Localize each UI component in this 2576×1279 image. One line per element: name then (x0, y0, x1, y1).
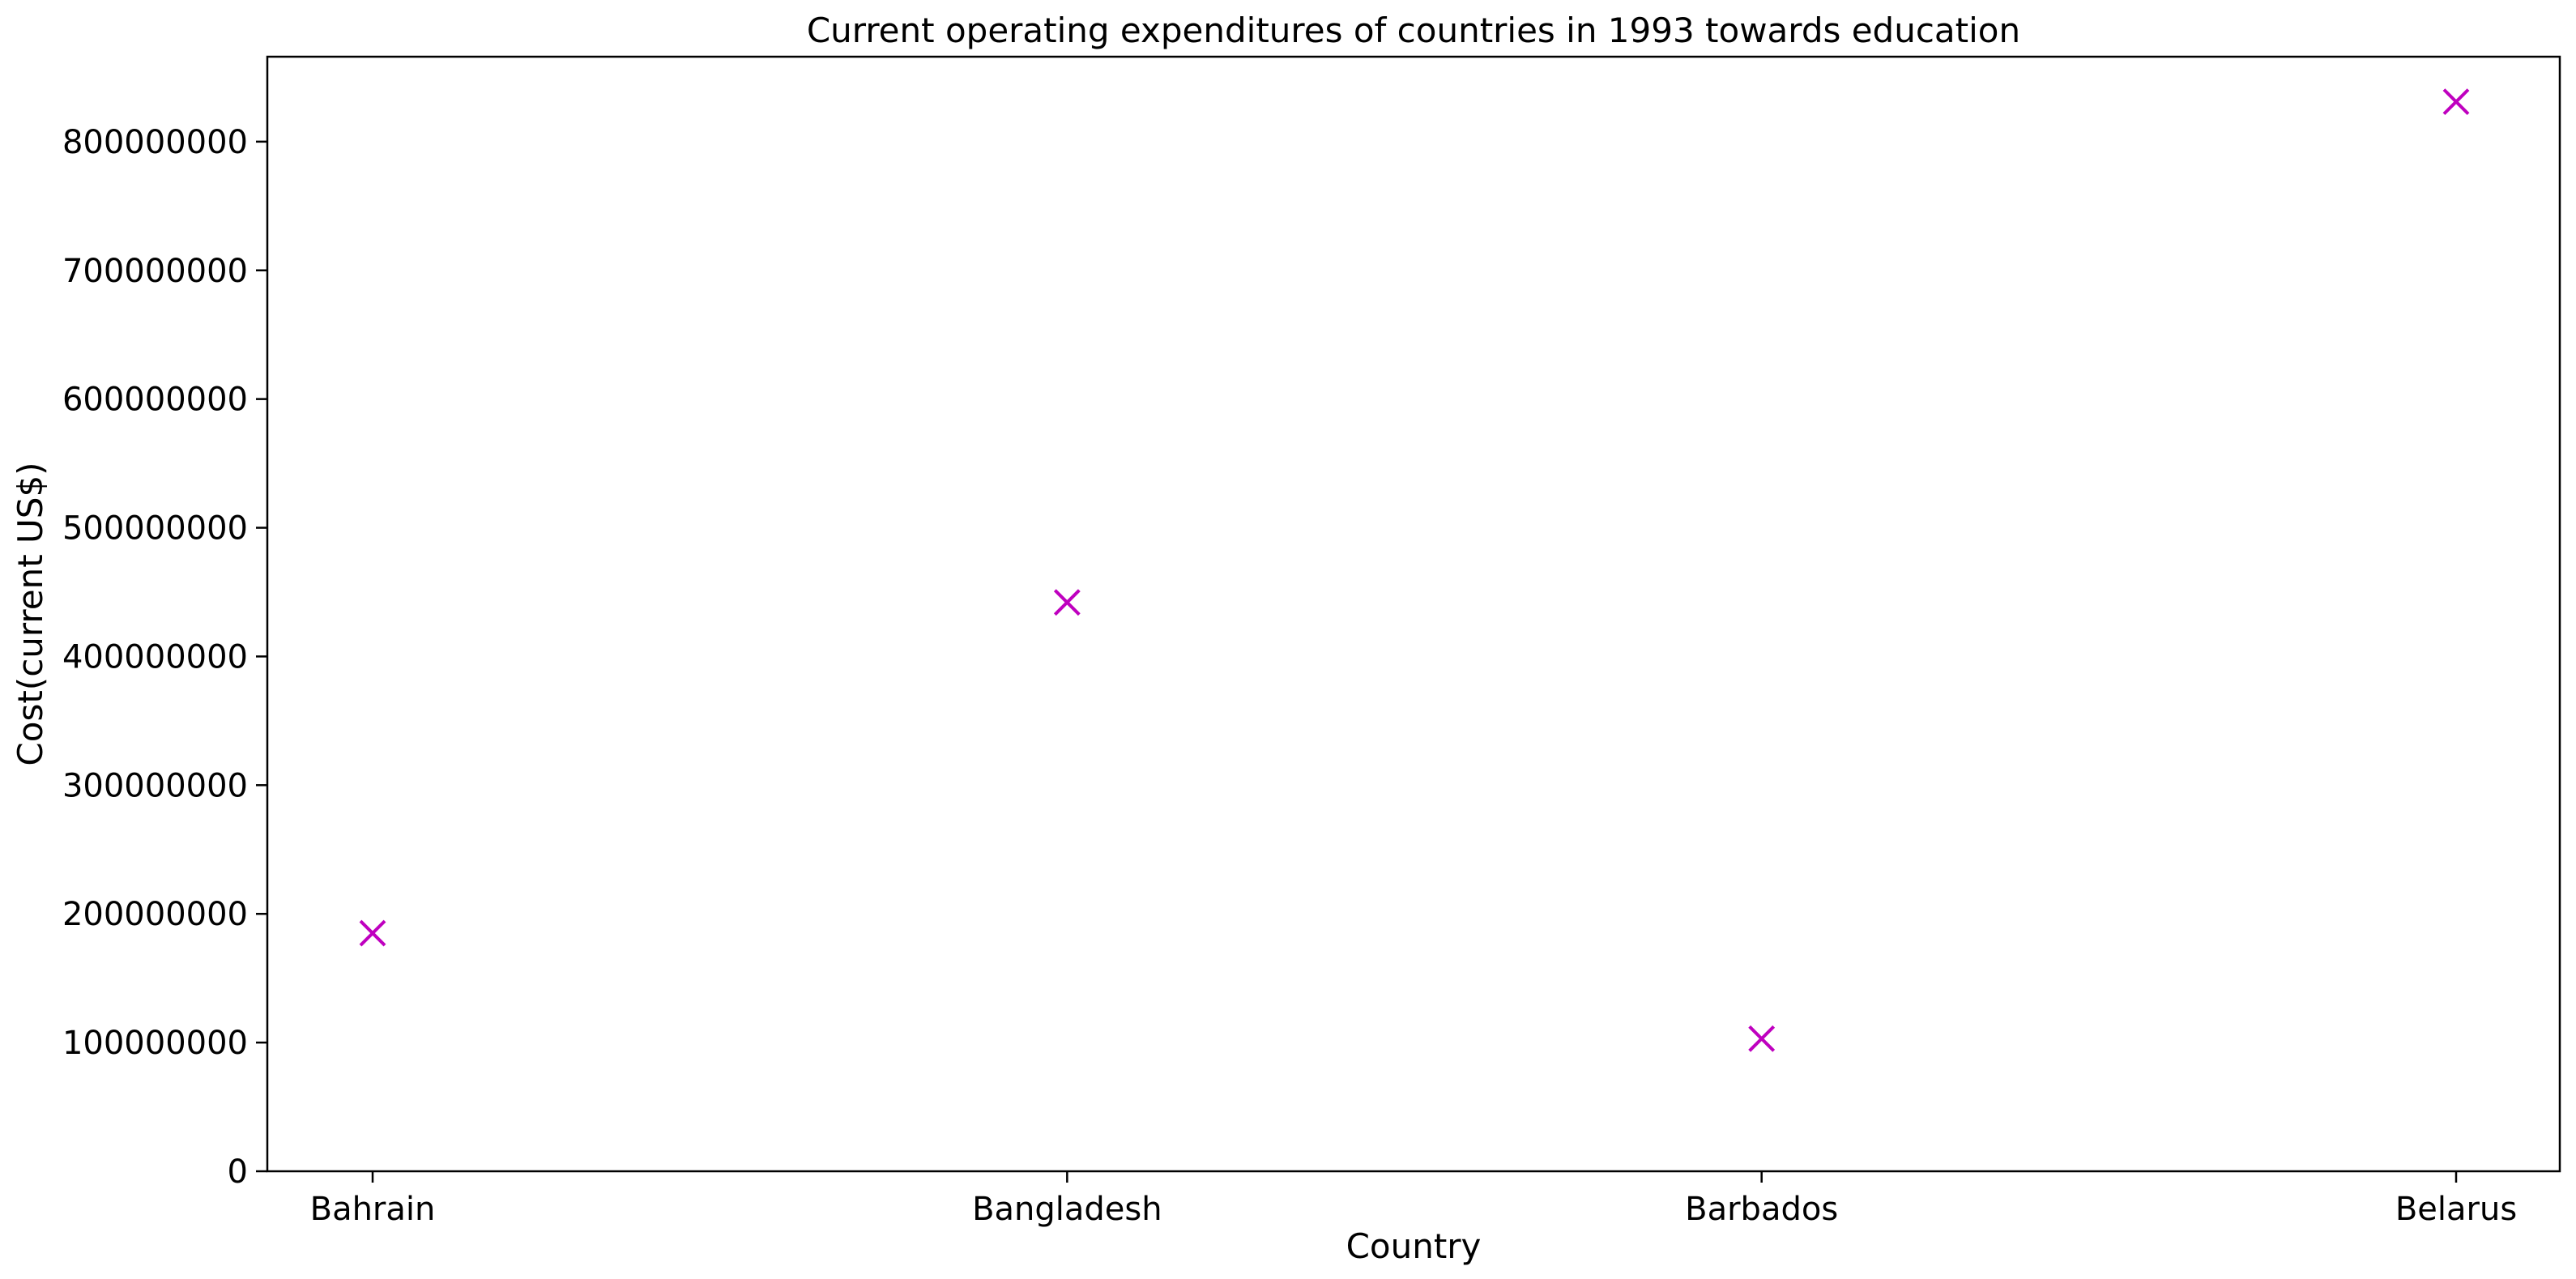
y-tick-label: 600000000 (62, 382, 248, 419)
y-tick-label: 100000000 (62, 1025, 248, 1062)
y-tick-label: 800000000 (62, 124, 248, 161)
data-point-belarus (2442, 88, 2470, 116)
x-tick-label: Bangladesh (972, 1191, 1162, 1228)
y-tick-label: 0 (228, 1153, 248, 1191)
x-axis-ticks: Bahrain Bangladesh Barbados Belarus (310, 1171, 2517, 1228)
data-points (359, 88, 2470, 1052)
data-point-barbados (1748, 1025, 1776, 1052)
x-tick-label: Bahrain (310, 1191, 436, 1228)
x-tick-label: Belarus (2395, 1191, 2517, 1228)
y-tick-label: 700000000 (62, 253, 248, 290)
y-tick-label: 500000000 (62, 510, 248, 548)
y-axis-ticks: 0 100000000 200000000 300000000 400000000 500… (62, 124, 267, 1191)
y-tick-label: 200000000 (62, 896, 248, 933)
data-point-bangladesh (1053, 589, 1081, 616)
data-point-bahrain (359, 919, 386, 947)
y-tick-label: 400000000 (62, 638, 248, 676)
x-axis-title: Country (1346, 1226, 1482, 1266)
chart-title: Current operating expenditures of countr… (807, 11, 2020, 50)
plot-area-frame (266, 55, 2561, 1173)
x-tick-label: Barbados (1685, 1191, 1838, 1228)
y-axis-title: Cost(current US$) (11, 462, 50, 765)
y-tick-label: 300000000 (62, 767, 248, 804)
